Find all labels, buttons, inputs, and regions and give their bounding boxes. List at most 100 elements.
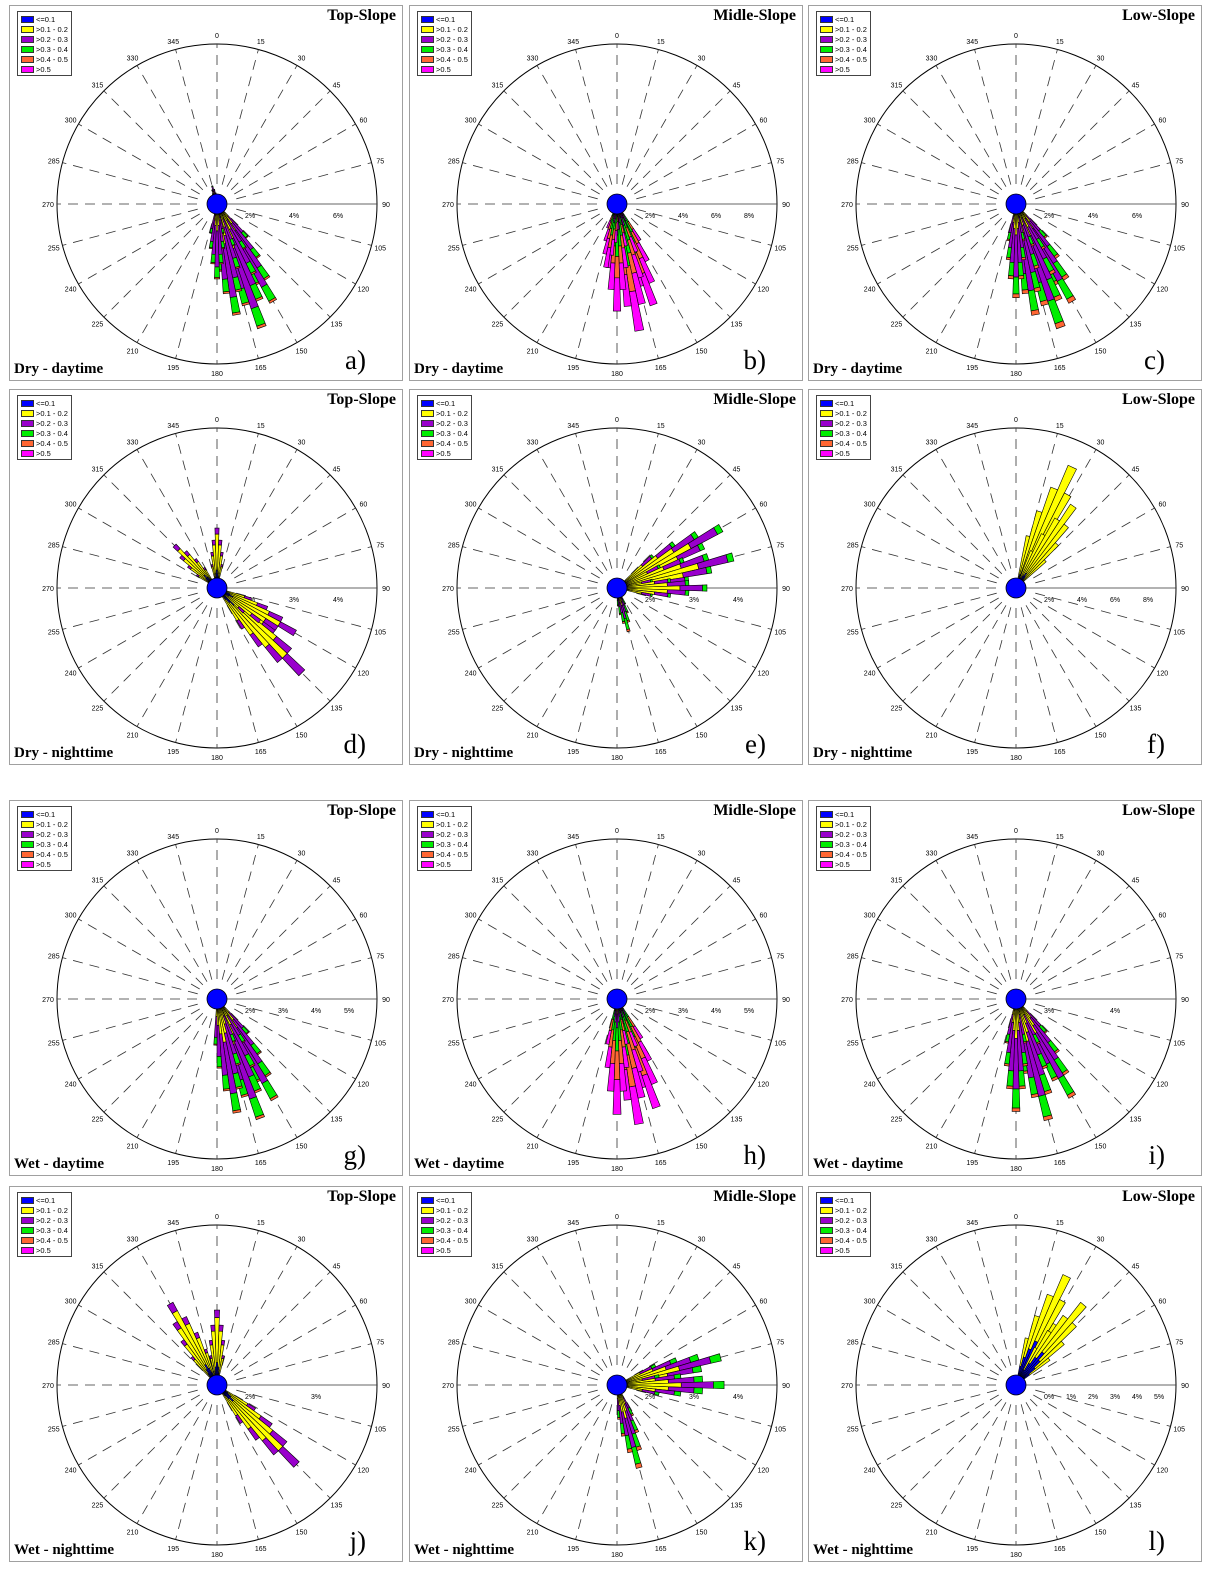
legend-item: >0.5 bbox=[421, 448, 468, 458]
panel-title: Top-Slope bbox=[327, 7, 396, 24]
rose-panel: 0 15 30 45 60 75 90 105 120 135 150 165 180 195 210 225… bbox=[409, 1186, 803, 1562]
legend-swatch bbox=[820, 1206, 833, 1214]
direction-label: 240 bbox=[465, 671, 477, 678]
direction-label: 315 bbox=[891, 82, 903, 89]
direction-spoke bbox=[935, 1402, 1007, 1524]
direction-label: 240 bbox=[65, 671, 77, 678]
direction-label: 330 bbox=[527, 851, 539, 858]
direction-spoke bbox=[136, 221, 208, 343]
direction-label: 240 bbox=[65, 287, 77, 294]
rose-petal-segment bbox=[667, 593, 672, 598]
legend-swatch bbox=[820, 1216, 833, 1224]
direction-label: 150 bbox=[296, 1529, 308, 1536]
rose-petal-segment bbox=[218, 253, 224, 264]
rose-petal-segment bbox=[603, 228, 611, 242]
direction-label: 255 bbox=[448, 1427, 460, 1434]
direction-spoke bbox=[462, 162, 598, 200]
direction-label: 75 bbox=[376, 158, 384, 165]
legend-item: <=0.1 bbox=[21, 809, 68, 819]
ring-label: 4% bbox=[1088, 213, 1098, 220]
rose-petal-segment bbox=[702, 584, 708, 592]
ring-label: 3% bbox=[289, 597, 299, 604]
direction-label: 60 bbox=[759, 1299, 767, 1306]
wind-rose-chart: 0 15 30 45 60 75 90 105 120 135 150 165 180 195 210 225… bbox=[42, 417, 390, 762]
legend-item: >0.2 - 0.3 bbox=[21, 418, 68, 428]
direction-label: 120 bbox=[358, 1468, 370, 1475]
panel-letter: i) bbox=[1148, 1140, 1166, 1170]
rose-petal-segment bbox=[629, 1085, 644, 1126]
direction-label: 225 bbox=[492, 322, 504, 329]
legend-label: >0.4 - 0.5 bbox=[36, 438, 68, 448]
speed-legend: <=0.1 >0.1 - 0.2 >0.2 - 0.3 >0.3 - 0.4 >0.4 … bbox=[417, 806, 472, 871]
direction-label: 30 bbox=[298, 1237, 306, 1244]
legend-label: >0.2 - 0.3 bbox=[835, 1215, 867, 1225]
legend-swatch bbox=[820, 35, 833, 43]
direction-spoke bbox=[234, 213, 356, 285]
rose-petal-segment bbox=[607, 262, 616, 290]
direction-spoke bbox=[226, 1246, 298, 1368]
direction-spoke bbox=[503, 217, 604, 318]
rose-petal-segment bbox=[216, 1066, 223, 1069]
wind-rose-chart: 0 15 30 45 60 75 90 105 120 135 150 165 180 195 210 225… bbox=[841, 828, 1189, 1173]
direction-label: 285 bbox=[48, 158, 60, 165]
direction-label: 105 bbox=[1173, 630, 1185, 637]
rose-petal-segment bbox=[1018, 275, 1025, 280]
legend-item: >0.5 bbox=[421, 859, 468, 869]
legend-swatch bbox=[21, 830, 34, 838]
rose-petal-segment bbox=[1047, 298, 1064, 325]
panel-title: Midle-Slope bbox=[713, 1188, 796, 1205]
direction-spoke bbox=[175, 223, 213, 359]
direction-label: 75 bbox=[1175, 953, 1183, 960]
rose-petal-segment bbox=[616, 600, 619, 606]
legend-item: >0.5 bbox=[820, 859, 867, 869]
ring-label: 3% bbox=[1044, 1008, 1054, 1015]
direction-label: 90 bbox=[382, 1383, 390, 1390]
legend-swatch bbox=[21, 1246, 34, 1254]
direction-label: 60 bbox=[1158, 502, 1166, 509]
panel-letter: d) bbox=[343, 729, 367, 759]
direction-spoke bbox=[1033, 1008, 1155, 1080]
rose-panel: 0 15 30 45 60 75 90 105 120 135 150 165 180 195 210 225… bbox=[9, 5, 403, 381]
legend-swatch bbox=[21, 55, 34, 63]
rose-petal-segment bbox=[203, 1348, 209, 1354]
ring-label: 3% bbox=[311, 1394, 321, 1401]
rose-petal-segment bbox=[268, 297, 278, 304]
direction-label: 150 bbox=[696, 348, 708, 355]
rose-petal-segment bbox=[1022, 1063, 1029, 1067]
direction-spoke bbox=[503, 885, 604, 986]
direction-label: 345 bbox=[966, 39, 978, 46]
direction-spoke bbox=[226, 860, 298, 982]
legend-label: >0.4 - 0.5 bbox=[436, 1235, 468, 1245]
direction-label: 120 bbox=[1157, 671, 1169, 678]
direction-label: 195 bbox=[167, 1160, 179, 1167]
legend-item: >0.3 - 0.4 bbox=[421, 1225, 468, 1235]
direction-spoke bbox=[1029, 1398, 1130, 1499]
legend-item: >0.1 - 0.2 bbox=[421, 1205, 468, 1215]
direction-label: 255 bbox=[48, 246, 60, 253]
direction-spoke bbox=[78, 213, 200, 285]
rose-petal-segment bbox=[649, 593, 653, 598]
rose-petal-segment bbox=[1003, 1063, 1010, 1067]
direction-spoke bbox=[1029, 90, 1130, 191]
legend-item: >0.2 - 0.3 bbox=[421, 34, 468, 44]
direction-spoke bbox=[575, 433, 613, 569]
direction-spoke bbox=[877, 1394, 999, 1466]
ring-label: 2% bbox=[245, 213, 255, 220]
direction-label: 105 bbox=[774, 630, 786, 637]
legend-item: >0.1 - 0.2 bbox=[21, 408, 68, 418]
legend-item: >0.1 - 0.2 bbox=[820, 24, 867, 34]
legend-swatch bbox=[21, 860, 34, 868]
direction-label: 165 bbox=[255, 1546, 267, 1553]
direction-spoke bbox=[62, 592, 198, 630]
direction-label: 210 bbox=[926, 1529, 938, 1536]
direction-spoke bbox=[1029, 601, 1130, 702]
direction-label: 240 bbox=[864, 287, 876, 294]
ring-label: 6% bbox=[333, 213, 343, 220]
legend-swatch bbox=[421, 35, 434, 43]
rose-petal-segment bbox=[213, 188, 216, 191]
legend-item: <=0.1 bbox=[21, 1195, 68, 1205]
direction-label: 300 bbox=[465, 1299, 477, 1306]
legend-swatch bbox=[21, 35, 34, 43]
direction-label: 285 bbox=[48, 542, 60, 549]
legend-item: >0.1 - 0.2 bbox=[421, 24, 468, 34]
